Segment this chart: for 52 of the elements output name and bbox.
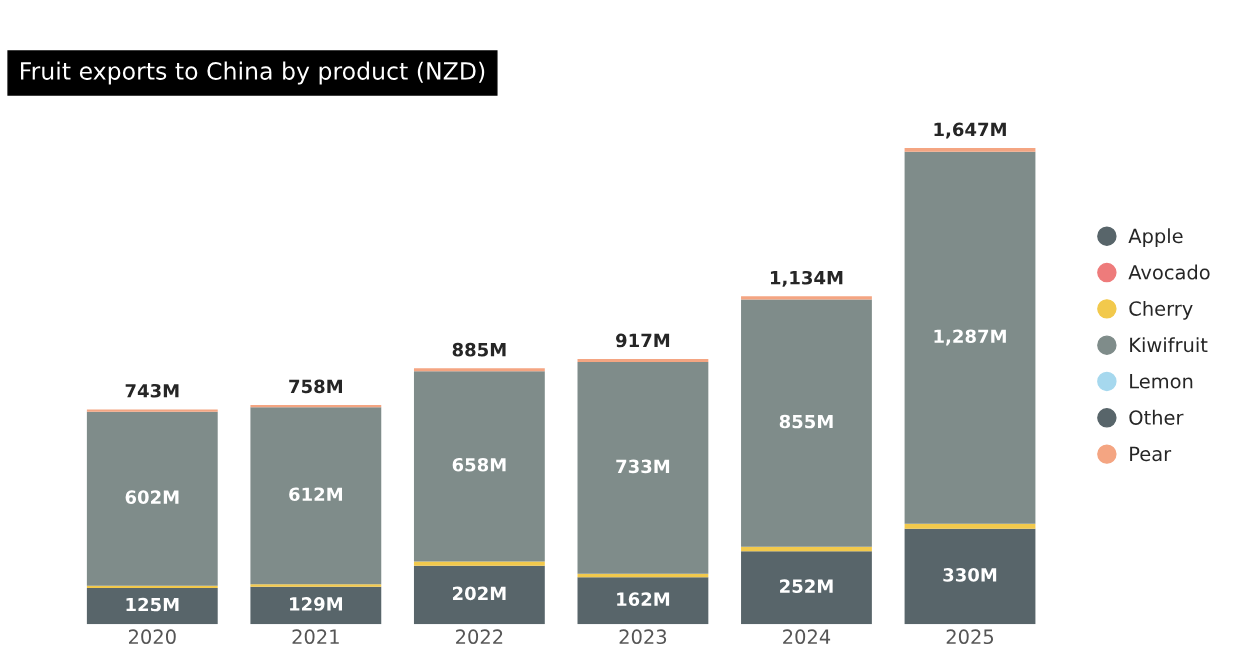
bar — [577, 361, 709, 574]
data-label: 733M — [616, 459, 670, 474]
legend-label: Lemon — [1130, 374, 1193, 389]
bar — [904, 528, 1036, 625]
x-tick-label: 2022 — [456, 629, 503, 645]
total-label: 917M — [616, 333, 670, 348]
bar — [86, 588, 218, 625]
bar — [86, 409, 218, 412]
chart-title: Fruit exports to China by product (NZD) — [21, 61, 485, 85]
data-label: 612M — [289, 487, 342, 502]
bar — [413, 371, 545, 562]
data-label: 330M — [943, 568, 997, 582]
data-label: 129M — [290, 597, 342, 611]
total-label: 743M — [125, 383, 179, 398]
data-label: 252M — [780, 579, 833, 593]
data-label: 658M — [452, 457, 506, 472]
data-label: 855M — [779, 414, 833, 429]
legend-label: Kiwifruit — [1130, 337, 1208, 353]
bar — [577, 359, 709, 362]
legend-label: Cherry — [1129, 300, 1193, 320]
bar — [250, 407, 382, 585]
legend-label: Pear — [1130, 446, 1172, 462]
legend-label: Avocado — [1128, 264, 1210, 280]
bar — [904, 151, 1036, 524]
bar — [250, 584, 382, 587]
total-label: 1,647M — [934, 122, 1006, 139]
bar — [86, 411, 218, 586]
legend-label: Apple — [1128, 228, 1183, 248]
total-label: 1,134M — [770, 270, 843, 287]
bar — [741, 551, 872, 625]
bar — [741, 299, 872, 547]
bar — [577, 577, 709, 625]
x-tick-label: 2020 — [128, 629, 176, 645]
x-tick-label: 2021 — [292, 629, 339, 645]
bar — [413, 368, 545, 372]
x-tick-label: 2025 — [946, 629, 994, 645]
bar — [413, 561, 545, 566]
bar — [741, 296, 872, 300]
legend-label: Other — [1129, 409, 1184, 425]
x-tick-label: 2024 — [783, 629, 831, 645]
bar — [413, 565, 545, 625]
data-label: 125M — [126, 597, 179, 612]
bar — [904, 148, 1036, 152]
data-label: 202M — [452, 586, 506, 601]
total-label: 758M — [289, 379, 342, 394]
total-label: 885M — [452, 342, 506, 357]
x-tick-label: 2023 — [619, 629, 667, 645]
bar — [904, 523, 1036, 529]
data-label: 602M — [125, 490, 179, 504]
data-label: 1,287M — [934, 329, 1006, 346]
bar — [250, 586, 382, 625]
data-label: 162M — [617, 592, 670, 606]
